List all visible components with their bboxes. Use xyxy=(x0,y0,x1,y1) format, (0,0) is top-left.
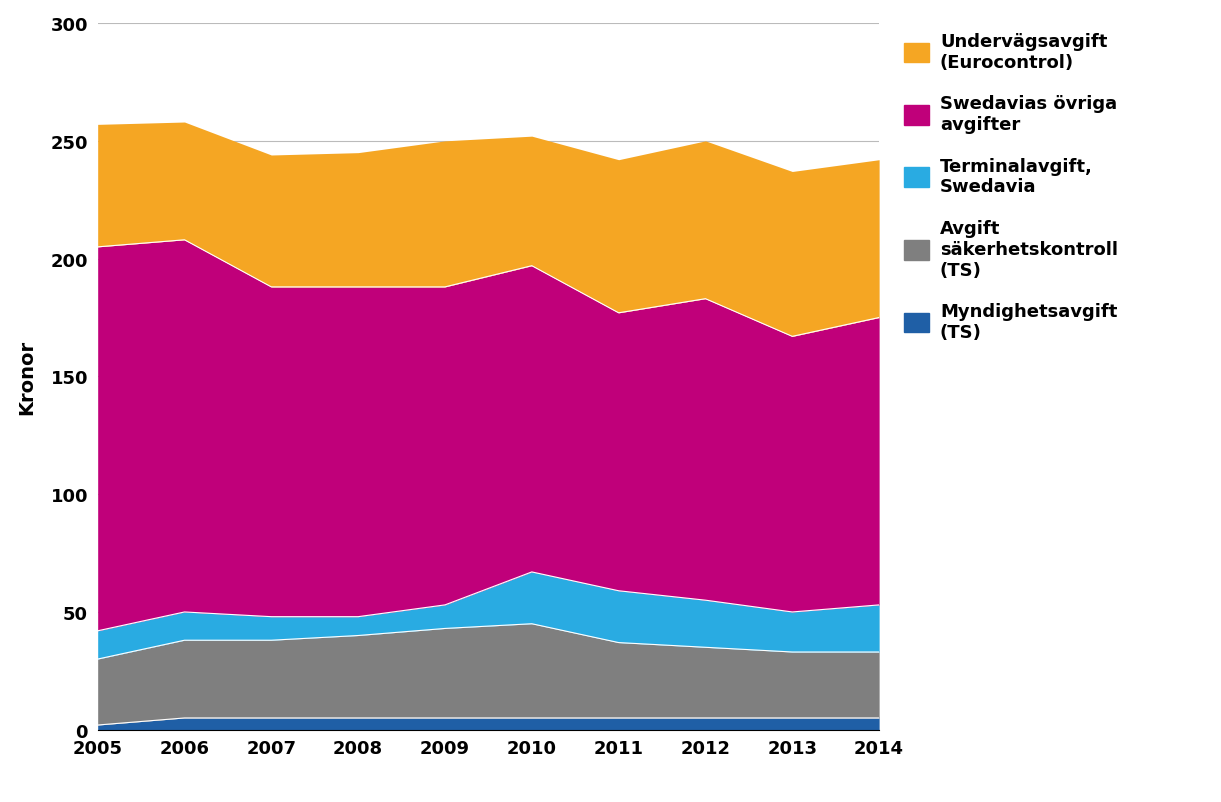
Y-axis label: Kronor: Kronor xyxy=(17,339,37,415)
Legend: Undervägsavgift
(Eurocontrol), Swedavias övriga
avgifter, Terminalavgift,
Swedav: Undervägsavgift (Eurocontrol), Swedavias… xyxy=(904,33,1118,342)
